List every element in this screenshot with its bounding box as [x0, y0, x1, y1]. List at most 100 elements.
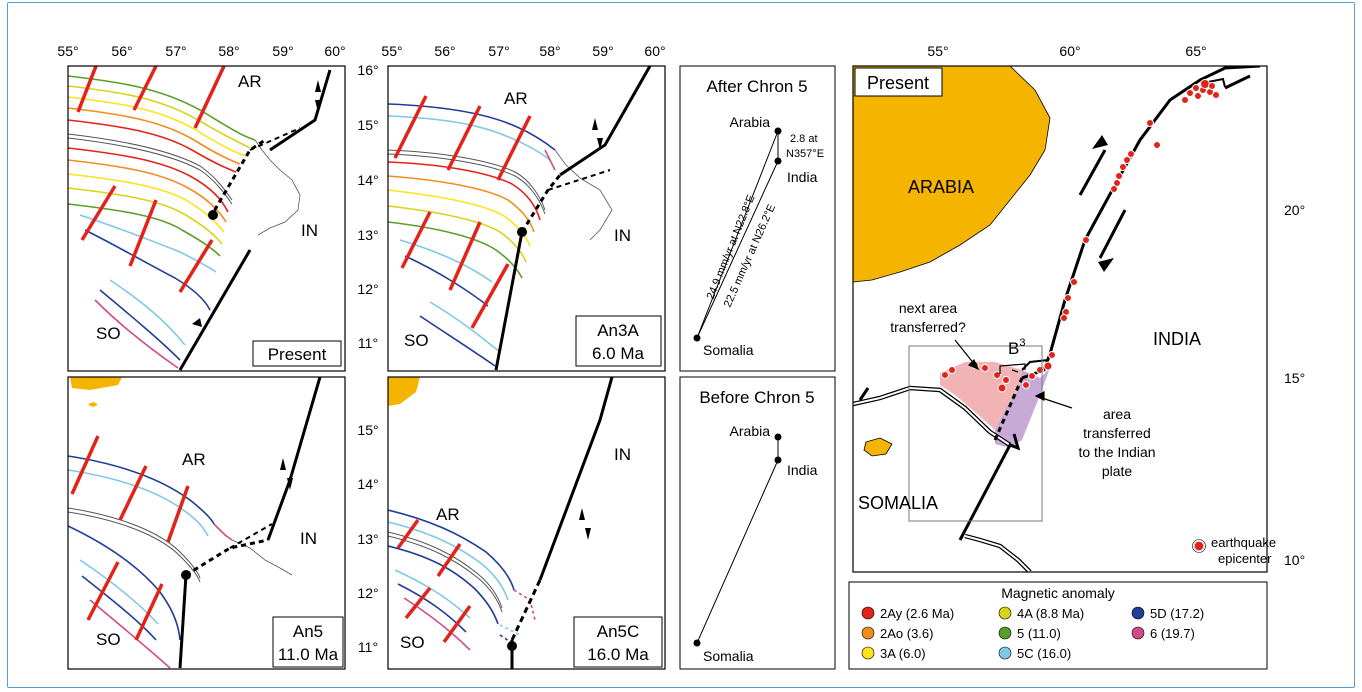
- fracture-zones: [76, 66, 226, 293]
- annotation-line: area: [1103, 406, 1131, 422]
- anomaly-isochrons: [68, 75, 256, 369]
- land-arabia: [388, 377, 420, 406]
- b3-superscript: 3: [1019, 337, 1025, 349]
- lat-tick: 12°: [357, 585, 378, 601]
- legend-item: 5D (17.2): [1131, 606, 1204, 621]
- lat-tick: 11°: [358, 639, 378, 655]
- fracture-zones: [70, 435, 190, 641]
- lat-tick: 15°: [357, 422, 378, 438]
- lon-tick: 60°: [324, 43, 345, 59]
- panel-present: AR IN SO Present: [67, 65, 346, 372]
- latitude-axis-lower: 15° 14° 13° 12° 11°: [357, 422, 378, 655]
- stage-label: Present: [867, 73, 929, 93]
- lat-tick: 12°: [357, 281, 378, 297]
- lat-tick: 11°: [358, 335, 378, 351]
- lat-tick: 14°: [357, 476, 378, 492]
- label-arabia: Arabia: [730, 114, 771, 130]
- lon-tick: 59°: [592, 43, 613, 59]
- annotation-transferred: area transferred to the Indian plate: [1078, 406, 1155, 479]
- label-in: IN: [614, 445, 631, 464]
- annotation-next-area: transferred?: [890, 319, 966, 335]
- lon-tick: 58°: [539, 43, 560, 59]
- label-india: India: [787, 169, 818, 185]
- label-b3: B3: [1008, 337, 1025, 358]
- legend-label: 5D (17.2): [1150, 606, 1204, 621]
- b3-letter: B: [1008, 339, 1019, 358]
- socotra-island: [863, 437, 893, 457]
- lon-tick: 60°: [1059, 43, 1080, 59]
- earthquake-epicenters: [941, 79, 1220, 393]
- lon-tick: 57°: [488, 43, 509, 59]
- label-india: India: [787, 462, 818, 478]
- label-somalia: SOMALIA: [858, 493, 938, 513]
- rate-label: 2.8 at: [790, 133, 818, 145]
- panel-an5: AR IN SO An5 11.0 Ma: [67, 376, 346, 670]
- fracture-zones: [393, 95, 532, 329]
- label-ar: AR: [436, 505, 460, 524]
- map-frame: [852, 65, 1268, 573]
- legend-text: epicenter: [1218, 551, 1272, 566]
- panel-frame: [387, 376, 666, 670]
- top-longitude-axis-middle: 55° 56° 57° 58° 59° 60°: [381, 43, 665, 59]
- legend-swatch: [861, 606, 875, 620]
- lon-tick: 65°: [1185, 43, 1206, 59]
- legend-label: 5 (11.0): [1017, 626, 1061, 641]
- stage-label-box: [272, 616, 344, 668]
- label-somalia: Somalia: [703, 648, 754, 664]
- label-ar: AR: [182, 450, 206, 469]
- anomaly-isochrons: [388, 509, 536, 651]
- label-so: SO: [96, 630, 121, 649]
- lat-tick: 20°: [1284, 202, 1305, 218]
- label-so: SO: [400, 633, 425, 652]
- lat-tick: 14°: [357, 172, 378, 188]
- label-so: SO: [404, 331, 429, 350]
- land-arabia: [70, 377, 122, 390]
- map-latitude-axis: 20° 15° 10°: [1284, 202, 1305, 568]
- lat-tick: 13°: [357, 531, 378, 547]
- lon-tick: 57°: [165, 43, 186, 59]
- epicenter-legend: earthquake epicenter: [1192, 535, 1276, 566]
- stage-age: 6.0 Ma: [592, 344, 645, 363]
- annotation-arrows: [954, 339, 1073, 409]
- panel-an3a: AR IN SO An3A 6.0 Ma: [387, 65, 666, 372]
- inset-box: [908, 345, 1043, 522]
- label-arabia: Arabia: [730, 423, 771, 439]
- lon-tick: 60°: [644, 43, 665, 59]
- legend-item: 4A (8.8 Ma): [998, 606, 1084, 621]
- lon-tick: 55°: [927, 43, 948, 59]
- panel-title: After Chron 5: [706, 77, 807, 96]
- legend-label: 4A (8.8 Ma): [1017, 606, 1084, 621]
- label-somalia: Somalia: [703, 342, 754, 358]
- stage-label: An5: [293, 622, 323, 641]
- transferred-area-region: [995, 368, 1050, 448]
- legend-swatch: [1131, 606, 1145, 620]
- legend-label: 2Ay (2.6 Ma): [880, 606, 954, 621]
- legend-swatch: [1131, 626, 1145, 640]
- after-chron-5-panel: After Chron 5 Arabia India Somalia 2.8 a…: [679, 65, 836, 372]
- plate-boundary: [178, 377, 322, 669]
- annotation-line: to the Indian: [1078, 444, 1155, 460]
- legend-title: Magnetic anomaly: [1001, 585, 1115, 601]
- legend-label: 6 (19.7): [1150, 626, 1195, 641]
- top-longitude-axis-left: 55° 56° 57° 58° 59° 60°: [57, 43, 345, 59]
- stage-age: 16.0 Ma: [587, 645, 649, 664]
- label-india: INDIA: [1153, 329, 1201, 349]
- panel-frame: [679, 65, 836, 372]
- lon-tick: 55°: [381, 43, 402, 59]
- panel-frame: [679, 376, 836, 670]
- panel-an5c: AR IN SO An5C 16.0 Ma: [387, 376, 666, 670]
- legend-swatch: [861, 646, 875, 660]
- lat-tick: 10°: [1284, 552, 1305, 568]
- legend-swatch: [998, 626, 1012, 640]
- legend-item: 6 (19.7): [1131, 626, 1195, 641]
- lon-tick: 55°: [57, 43, 78, 59]
- lon-tick: 58°: [218, 43, 239, 59]
- stage-label-box: [252, 340, 342, 367]
- fracture-zones: [396, 518, 472, 644]
- annotation-next-area: next area: [899, 300, 958, 316]
- legend-item: 2Ao (3.6): [861, 626, 933, 641]
- lon-tick: 56°: [111, 43, 132, 59]
- lon-tick: 56°: [434, 43, 455, 59]
- legend-item: 2Ay (2.6 Ma): [861, 606, 954, 621]
